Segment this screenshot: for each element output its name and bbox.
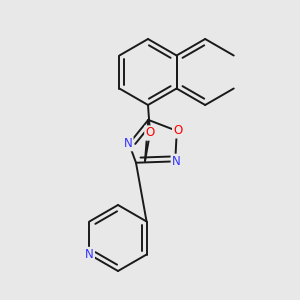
Text: N: N bbox=[85, 248, 94, 261]
Text: O: O bbox=[146, 127, 154, 140]
Text: N: N bbox=[172, 155, 181, 168]
Text: O: O bbox=[173, 124, 182, 137]
Text: N: N bbox=[124, 137, 132, 150]
